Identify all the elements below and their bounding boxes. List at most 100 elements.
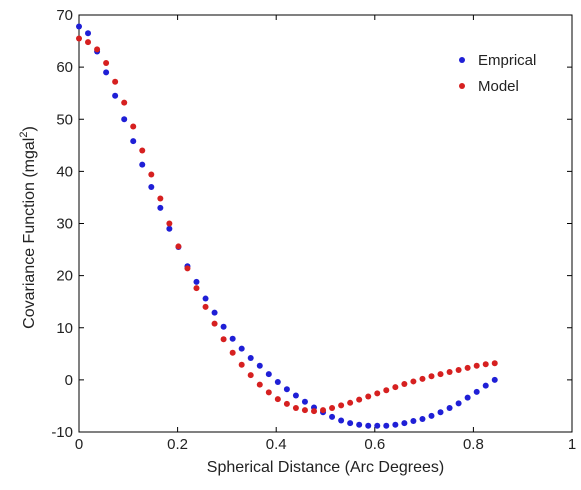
x-tick-label: 0.6 <box>364 436 385 453</box>
data-points <box>76 23 498 429</box>
y-tick-label: 40 <box>56 163 73 180</box>
data-point-model <box>76 35 82 42</box>
data-point-model <box>85 39 92 46</box>
data-point-model <box>211 320 218 327</box>
data-point-model <box>437 371 444 378</box>
data-point-model <box>428 373 435 380</box>
data-point-model <box>238 361 245 368</box>
data-point-model <box>292 405 299 412</box>
data-point-emprical <box>374 422 381 429</box>
data-point-emprical <box>202 295 209 302</box>
data-point-model <box>121 99 128 106</box>
legend: Emprical Model <box>459 52 536 95</box>
data-point-model <box>157 195 164 202</box>
y-tick-label: -10 <box>51 424 73 441</box>
data-point-model <box>193 285 200 292</box>
x-tick-label: 0.2 <box>167 436 188 453</box>
data-point-model <box>482 361 489 368</box>
data-point-model <box>148 171 155 178</box>
data-point-emprical <box>193 278 200 285</box>
data-point-emprical <box>283 386 290 393</box>
x-tick-label: 0.4 <box>266 436 287 453</box>
data-point-emprical <box>419 415 426 422</box>
series-emprical <box>76 23 498 429</box>
data-point-emprical <box>464 394 471 401</box>
data-point-model <box>464 364 471 371</box>
data-point-emprical <box>410 418 417 425</box>
data-point-model <box>473 362 480 369</box>
data-point-model <box>265 389 272 396</box>
data-point-emprical <box>437 409 444 416</box>
data-point-emprical <box>356 421 363 428</box>
x-tick-label: 1 <box>568 436 576 453</box>
data-point-emprical <box>365 422 372 429</box>
data-point-model <box>256 381 263 388</box>
data-point-emprical <box>148 184 155 191</box>
y-axis-label-superscript: 2 <box>18 132 30 138</box>
data-point-model <box>383 387 390 394</box>
data-point-model <box>274 396 281 403</box>
y-tick-label: 70 <box>56 7 73 24</box>
y-tick-label: 20 <box>56 268 73 285</box>
data-point-model <box>419 375 426 382</box>
data-point-emprical <box>157 204 164 211</box>
y-tick-label: 50 <box>56 111 73 128</box>
data-point-model <box>301 407 308 414</box>
data-point-emprical <box>211 309 218 316</box>
data-point-model <box>202 303 209 310</box>
data-point-model <box>455 366 462 373</box>
data-point-emprical <box>112 92 119 99</box>
data-point-model <box>184 265 191 272</box>
data-point-emprical <box>247 354 254 361</box>
data-point-emprical <box>238 345 245 352</box>
data-point-model <box>347 399 354 406</box>
data-point-model <box>283 400 290 407</box>
data-point-emprical <box>392 421 399 428</box>
data-point-emprical <box>256 362 263 369</box>
legend-label-emprical: Emprical <box>478 52 536 69</box>
data-point-emprical <box>274 378 281 385</box>
data-point-emprical <box>265 371 272 378</box>
legend-marker-emprical <box>459 57 465 63</box>
data-point-emprical <box>130 138 137 145</box>
data-point-model <box>446 369 453 376</box>
data-point-emprical <box>347 420 354 427</box>
data-point-model <box>491 360 498 367</box>
y-axis-label-close: ) <box>21 126 38 131</box>
x-axis-label: Spherical Distance (Arc Degrees) <box>207 459 444 476</box>
data-point-emprical <box>292 392 299 399</box>
data-point-model <box>112 78 119 85</box>
data-point-model <box>356 396 363 403</box>
data-point-model <box>229 349 236 356</box>
data-point-model <box>130 123 137 130</box>
y-tick-label: 0 <box>65 372 73 389</box>
data-point-emprical <box>491 376 498 383</box>
data-point-model <box>247 372 254 379</box>
data-point-model <box>103 59 110 66</box>
y-tick-label: 30 <box>56 216 73 233</box>
data-point-emprical <box>121 116 128 123</box>
data-point-emprical <box>301 398 308 405</box>
data-point-model <box>139 147 146 154</box>
data-point-emprical <box>428 412 435 419</box>
series-model <box>76 35 498 415</box>
data-point-emprical <box>401 420 408 427</box>
data-point-emprical <box>383 422 390 429</box>
data-point-model <box>329 405 336 412</box>
y-tick-label: 10 <box>56 320 73 337</box>
data-point-emprical <box>85 30 92 37</box>
data-point-emprical <box>229 335 236 342</box>
data-point-model <box>220 336 227 343</box>
data-point-emprical <box>473 388 480 395</box>
y-tick-label: 60 <box>56 59 73 76</box>
data-point-model <box>311 408 318 415</box>
legend-marker-model <box>459 83 465 89</box>
data-point-model <box>94 46 101 53</box>
data-point-emprical <box>482 382 489 389</box>
data-point-model <box>410 378 417 385</box>
x-tick-label: 0 <box>75 436 83 453</box>
